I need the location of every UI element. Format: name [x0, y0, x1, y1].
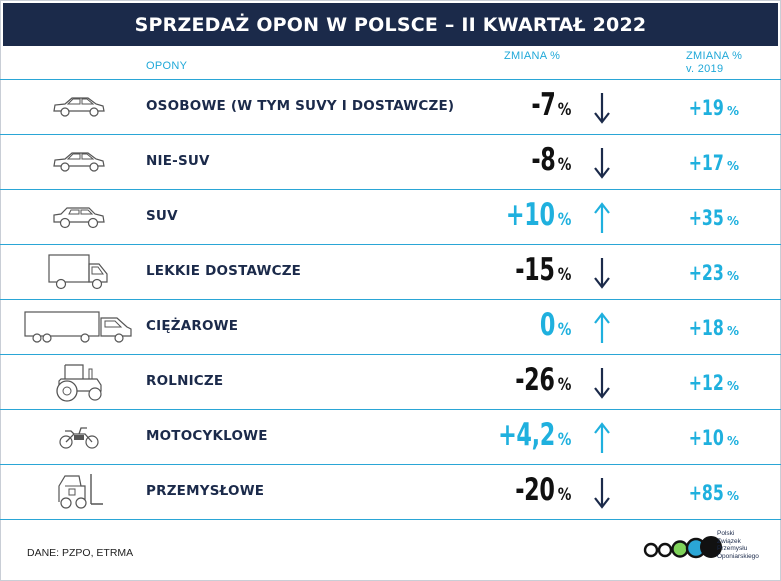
- change-2019-value: +18%: [677, 316, 739, 340]
- arrow-up-icon: [594, 422, 610, 453]
- change-value: -26%: [500, 362, 573, 398]
- category-label: CIĘŻAROWE: [146, 318, 239, 334]
- car-icon: [20, 86, 138, 128]
- category-label: OSOBOWE (W TYM SUVY I DOSTAWCZE): [146, 98, 455, 114]
- van-icon: [20, 251, 138, 293]
- header-change: ZMIANA %: [504, 50, 561, 62]
- logo-line-2: Związek: [717, 537, 741, 545]
- table-row: NIE-SUV -8% +17%: [0, 134, 781, 189]
- category-label: PRZEMYSŁOWE: [146, 483, 265, 499]
- table-bottom-divider: [0, 519, 781, 520]
- change-percent-sign: %: [557, 210, 572, 230]
- change-percent-sign: %: [557, 320, 572, 340]
- change-number: -15: [515, 252, 556, 288]
- change-2019-number: +12: [688, 371, 724, 395]
- table-row: ROLNICZE -26% +12%: [0, 354, 781, 409]
- arrow-up-icon: [594, 312, 610, 343]
- arrow-down-icon: [594, 368, 610, 399]
- change-2019-value: +19%: [677, 96, 739, 120]
- change-2019-percent-sign: %: [726, 489, 739, 503]
- change-2019-number: +85: [688, 481, 724, 505]
- suv-icon: [20, 196, 138, 238]
- arrow-up-icon: [594, 202, 610, 233]
- category-label: ROLNICZE: [146, 373, 224, 389]
- header-change-2019-line2: v. 2019: [686, 63, 724, 75]
- change-number: -20: [515, 472, 556, 508]
- change-2019-percent-sign: %: [726, 434, 739, 448]
- logo-line-3: Przemysłu: [717, 545, 748, 552]
- change-2019-value: +23%: [677, 261, 739, 285]
- change-percent-sign: %: [557, 155, 572, 175]
- table-row: LEKKIE DOSTAWCZE -15% +23%: [0, 244, 781, 299]
- change-2019-number: +35: [688, 206, 724, 230]
- change-2019-percent-sign: %: [726, 159, 739, 173]
- header-change-2019-line1: ZMIANA %: [686, 50, 743, 62]
- change-value: +10%: [487, 197, 573, 233]
- forklift-icon: [20, 471, 138, 513]
- arrow-down-icon: [594, 148, 610, 179]
- logo-wordmark: Polski Związek Przemysłu Oponiarskiego: [717, 530, 759, 560]
- title-text: SPRZEDAŻ OPON W POLSCE – II KWARTAŁ 2022: [134, 13, 647, 36]
- change-number: +4,2: [498, 417, 555, 453]
- change-value: +4,2%: [476, 417, 573, 453]
- car-icon: [20, 141, 138, 183]
- category-label: SUV: [146, 208, 178, 224]
- arrow-down-icon: [594, 258, 610, 289]
- change-value: -7%: [522, 87, 573, 123]
- change-2019-value: +10%: [677, 426, 739, 450]
- change-2019-number: +19: [688, 96, 724, 120]
- table-row: MOTOCYKLOWE +4,2% +10%: [0, 409, 781, 464]
- header-tires: OPONY: [146, 60, 188, 72]
- table-row: SUV +10% +35%: [0, 189, 781, 244]
- table-row: OSOBOWE (W TYM SUVY I DOSTAWCZE) -7% +19…: [0, 79, 781, 134]
- tractor-icon: [20, 361, 138, 403]
- pzpo-logo: [643, 536, 722, 559]
- change-number: -8: [530, 142, 555, 178]
- category-label: LEKKIE DOSTAWCZE: [146, 263, 302, 279]
- table-row: PRZEMYSŁOWE -20% +85%: [0, 464, 781, 519]
- table-row: CIĘŻAROWE 0% +18%: [0, 299, 781, 354]
- change-2019-percent-sign: %: [726, 269, 739, 283]
- arrow-down-icon: [594, 93, 610, 124]
- category-label: MOTOCYKLOWE: [146, 428, 268, 444]
- page-title: SPRZEDAŻ OPON W POLSCE – II KWARTAŁ 2022: [3, 3, 778, 46]
- logo-line-1: Polski: [717, 530, 735, 537]
- change-2019-percent-sign: %: [726, 214, 739, 228]
- category-label: NIE-SUV: [146, 153, 210, 169]
- header-change-2019: ZMIANA % v. 2019: [686, 50, 756, 76]
- change-2019-number: +18: [688, 316, 724, 340]
- change-value: -20%: [500, 472, 573, 508]
- change-2019-number: +23: [688, 261, 724, 285]
- change-percent-sign: %: [557, 485, 572, 505]
- change-percent-sign: %: [557, 430, 572, 450]
- change-value: 0%: [534, 307, 573, 343]
- change-number: +10: [506, 197, 555, 233]
- change-2019-percent-sign: %: [726, 324, 739, 338]
- change-percent-sign: %: [557, 375, 572, 395]
- arrow-down-icon: [594, 478, 610, 509]
- change-number: -7: [530, 87, 555, 123]
- change-2019-number: +10: [688, 426, 724, 450]
- change-2019-number: +17: [688, 151, 724, 175]
- change-2019-percent-sign: %: [726, 104, 739, 118]
- change-2019-percent-sign: %: [726, 379, 739, 393]
- change-2019-value: +85%: [677, 481, 739, 505]
- change-number: -26: [515, 362, 556, 398]
- truck-icon: [20, 306, 138, 348]
- change-value: -15%: [500, 252, 573, 288]
- logo-line-4: Oponiarskiego: [717, 552, 759, 560]
- motorcycle-icon: [20, 416, 138, 458]
- change-value: -8%: [522, 142, 573, 178]
- change-percent-sign: %: [557, 100, 572, 120]
- change-number: 0: [539, 307, 556, 343]
- change-percent-sign: %: [557, 265, 572, 285]
- change-2019-value: +12%: [677, 371, 739, 395]
- change-2019-value: +17%: [677, 151, 739, 175]
- source-note: DANE: PZPO, ETRMA: [27, 547, 134, 559]
- change-2019-value: +35%: [677, 206, 739, 230]
